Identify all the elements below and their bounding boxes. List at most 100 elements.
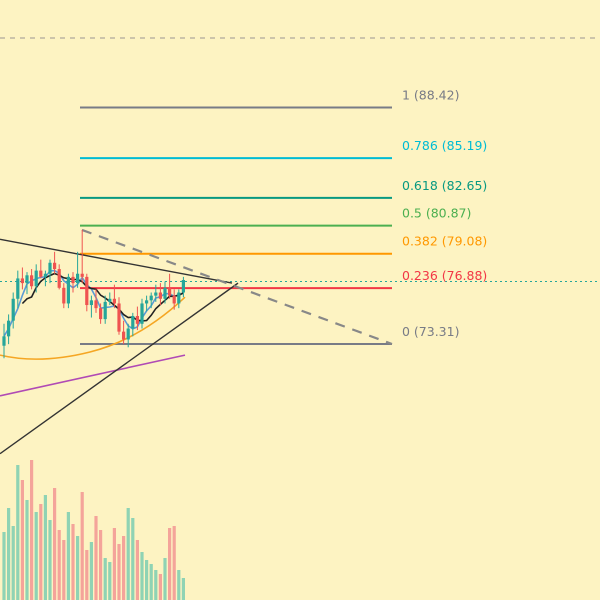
volume-bar	[122, 536, 126, 600]
candle	[89, 295, 93, 318]
volume-bar	[80, 492, 84, 600]
candle-body	[11, 298, 15, 321]
candle	[48, 259, 52, 284]
candle	[112, 284, 116, 309]
fib-level-label: 0.236 (76.88)	[402, 268, 487, 283]
candle-body	[66, 276, 70, 304]
candle	[94, 289, 98, 313]
volume-bar	[131, 518, 135, 600]
candle	[126, 323, 130, 348]
candle	[131, 312, 135, 337]
candle	[158, 283, 162, 306]
candle	[25, 272, 29, 295]
volume-bar	[126, 508, 130, 600]
candle	[34, 264, 38, 293]
volume-bar	[39, 504, 43, 600]
candle-body	[172, 295, 176, 304]
ma-long-line	[0, 354, 186, 397]
fib-level-label: 0.786 (85.19)	[402, 138, 487, 153]
volume-bar	[112, 528, 116, 600]
volume-bar	[20, 480, 24, 600]
candle	[122, 320, 126, 345]
trendlines[interactable]	[0, 228, 393, 455]
volume-bar	[172, 526, 176, 600]
candle	[16, 270, 20, 309]
projection-dashed-line	[81, 228, 393, 346]
volume-bar	[43, 495, 47, 600]
candle	[39, 259, 43, 279]
candle-body	[154, 292, 158, 296]
volume-bar	[11, 526, 15, 600]
candle	[135, 306, 139, 331]
candle	[103, 295, 107, 324]
descending-trendline	[0, 238, 233, 284]
candle	[80, 229, 84, 284]
candle	[66, 273, 70, 309]
candle-body	[57, 269, 61, 288]
fib-level-label: 1 (88.42)	[402, 88, 459, 103]
volume-bar	[57, 530, 61, 600]
candle-body	[103, 301, 107, 320]
volume-bar	[53, 488, 57, 600]
volume-bar	[71, 524, 75, 600]
candle-body	[53, 262, 57, 270]
candle	[172, 289, 176, 310]
volume-bar	[168, 528, 172, 600]
volume-bar	[48, 520, 52, 600]
candle-body	[99, 308, 103, 320]
volume-bar	[25, 500, 29, 600]
candle	[2, 323, 6, 359]
volume-bar	[66, 512, 70, 600]
candle-body	[48, 262, 52, 274]
volume-bar	[163, 558, 167, 600]
volume-bars	[2, 460, 185, 600]
fibonacci-labels: 1 (88.42) 0.786 (85.19) 0.618 (82.65) 0.5 (…	[402, 88, 487, 339]
volume-bar	[76, 536, 80, 600]
volume-bar	[140, 552, 144, 600]
fibonacci-retracement[interactable]	[80, 106, 392, 345]
candle-body	[16, 278, 20, 299]
volume-bar	[181, 578, 185, 600]
volume-bar	[135, 540, 139, 600]
candle	[108, 292, 112, 306]
candle	[154, 284, 158, 302]
volume-bar	[30, 460, 34, 600]
ascending-trendline	[0, 282, 239, 455]
volume-bar	[177, 570, 181, 600]
candle-body	[7, 320, 11, 337]
volume-bar	[2, 532, 6, 600]
fib-level-label: 0 (73.31)	[402, 324, 459, 339]
candle-body	[135, 315, 139, 324]
ma-mid-line	[21, 272, 184, 322]
volume-bar	[62, 540, 66, 600]
volume-bar	[145, 560, 149, 600]
volume-bar	[103, 558, 107, 600]
candle-body	[43, 273, 47, 277]
candle-body	[2, 336, 6, 346]
candle-body	[76, 273, 80, 284]
candle-body	[34, 270, 38, 287]
candle-body	[94, 300, 98, 309]
candle-body	[158, 292, 162, 299]
volume-bar	[7, 508, 11, 600]
fib-level-label: 0.618 (82.65)	[402, 178, 487, 193]
candle	[71, 272, 75, 293]
candle-body	[163, 287, 167, 299]
candle	[140, 298, 144, 329]
candle-body	[20, 278, 24, 284]
candle-body	[126, 328, 130, 340]
candlesticks	[2, 229, 185, 359]
candle	[117, 297, 121, 335]
candle	[62, 283, 66, 309]
fib-level-label: 0.382 (79.08)	[402, 234, 487, 249]
ma-slow-line	[0, 296, 186, 360]
candle-body	[168, 287, 172, 296]
candle-body	[71, 276, 75, 284]
candle-body	[145, 300, 149, 304]
candle-body	[30, 275, 34, 287]
candle	[85, 273, 89, 312]
volume-bar	[85, 550, 89, 600]
candle	[145, 295, 149, 312]
volume-bar	[117, 544, 121, 600]
